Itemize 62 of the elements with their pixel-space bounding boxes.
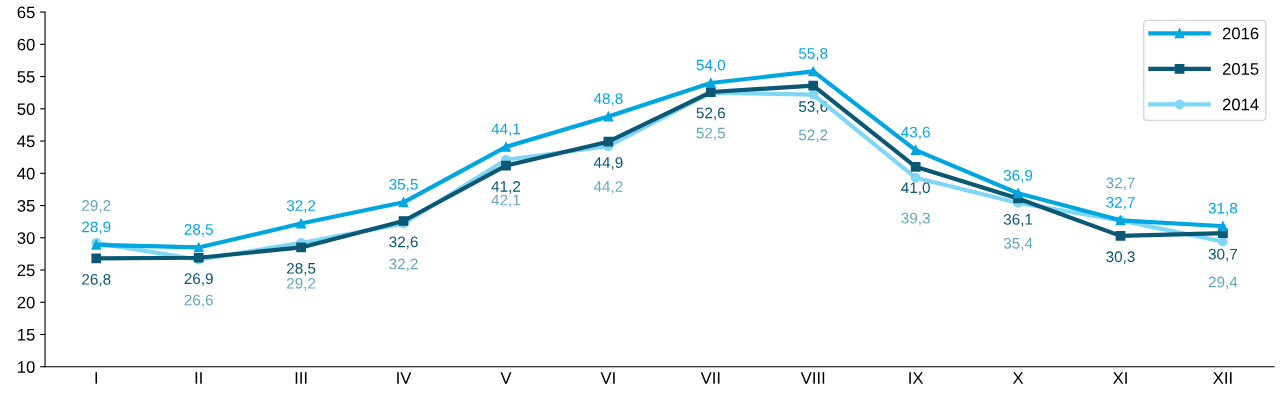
x-tick-label: IV: [397, 372, 412, 384]
legend-label: 2014: [1222, 98, 1259, 111]
y-tick-label: 40: [17, 167, 35, 180]
data-label: 54,0: [696, 59, 726, 73]
y-tick-label: 25: [17, 264, 35, 277]
x-tick-label: VI: [600, 372, 615, 384]
x-tick-label: V: [500, 372, 512, 384]
data-label: 29,2: [82, 200, 111, 213]
y-tick-label: 65: [17, 6, 35, 19]
data-label: 28,5: [184, 224, 213, 237]
x-tick-label: X: [1012, 372, 1024, 384]
data-label: 48,8: [593, 93, 623, 106]
data-label: 32,7: [1106, 177, 1135, 191]
data-label: 30,7: [1208, 248, 1238, 262]
data-label: 41,0: [901, 182, 930, 195]
data-label: 44,1: [491, 123, 521, 137]
data-label: 35,5: [389, 178, 418, 192]
data-label: 32,2: [389, 258, 418, 272]
data-label: 28,9: [82, 221, 111, 235]
y-tick-label: 30: [17, 232, 35, 244]
data-label: 32,6: [389, 236, 418, 250]
data-label: 36,9: [1003, 169, 1033, 183]
data-label: 26,6: [184, 294, 213, 308]
data-label: 35,4: [1003, 237, 1033, 251]
y-tick-label: 10: [18, 361, 35, 373]
data-label: 29,2: [287, 277, 316, 291]
x-tick-label: I: [95, 372, 98, 384]
legend-label: 2016: [1222, 27, 1259, 40]
x-tick-label: III: [295, 372, 307, 384]
x-tick-label: XI: [1113, 372, 1127, 384]
data-label: 41,2: [491, 181, 521, 194]
y-tick-label: 60: [17, 38, 35, 51]
data-label: 52,5: [696, 127, 726, 141]
data-label: 31,8: [1208, 202, 1238, 216]
data-label: 44,2: [593, 181, 623, 194]
data-label: 39,3: [901, 212, 930, 226]
data-label: 28,5: [287, 262, 316, 276]
y-tick-label: 15: [18, 329, 35, 341]
data-label: 30,3: [1106, 251, 1135, 264]
x-tick-label: IX: [909, 372, 924, 384]
data-label: 36,1: [1003, 213, 1033, 227]
data-label: 26,8: [82, 273, 111, 287]
data-label: 55,8: [798, 48, 828, 61]
data-label: 43,6: [901, 126, 930, 140]
data-label: 52,6: [696, 107, 725, 121]
data-label: 29,4: [1208, 276, 1238, 290]
data-label: 52,2: [798, 129, 828, 143]
x-tick-label: VII: [700, 372, 720, 384]
x-tick-label: VIII: [800, 372, 825, 384]
data-label: 26,9: [184, 273, 213, 286]
y-tick-label: 50: [17, 103, 35, 116]
y-tick-label: 45: [17, 135, 35, 148]
data-label: 42,1: [491, 194, 521, 208]
y-tick-label: 35: [17, 199, 35, 212]
x-tick-label: XII: [1213, 372, 1232, 384]
legend-label: 2015: [1222, 63, 1259, 75]
y-tick-label: 55: [17, 71, 35, 83]
x-tick-label: II: [195, 372, 202, 384]
data-label: 32,7: [1106, 196, 1135, 210]
data-label: 32,2: [286, 200, 316, 213]
data-label: 44,9: [593, 157, 623, 170]
y-tick-label: 20: [17, 296, 35, 309]
